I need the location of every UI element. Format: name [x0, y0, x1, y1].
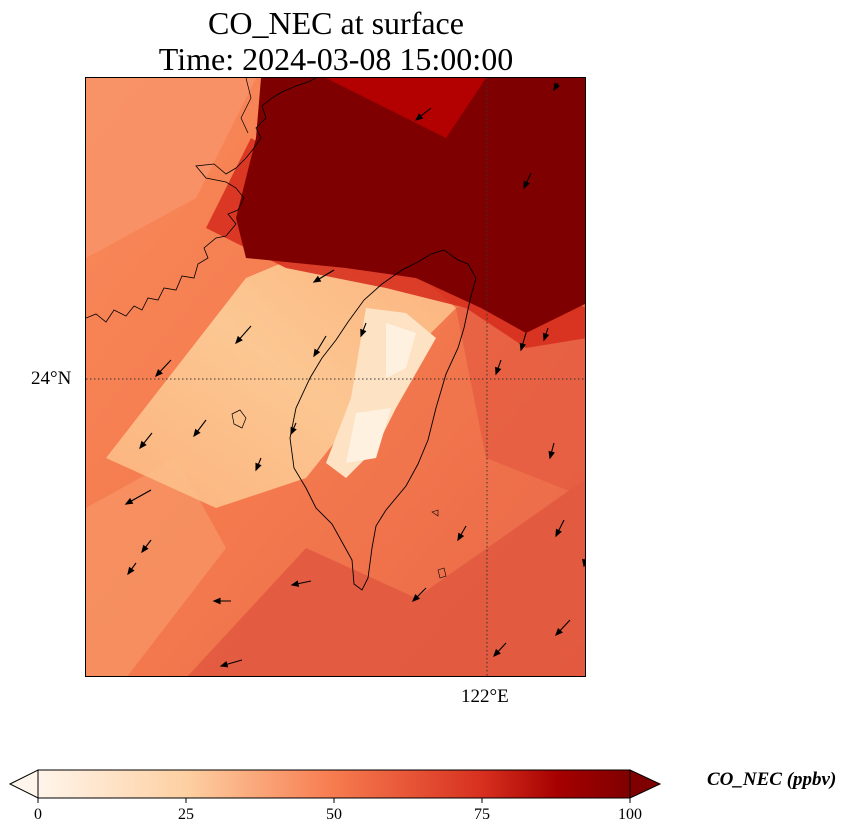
concentration-band-sw — [86, 458, 226, 676]
wind-vector-head — [290, 580, 300, 587]
wind-vector-head — [219, 661, 229, 668]
colorbar-tick-label-0: 0 — [34, 806, 42, 823]
mainland-coastline — [86, 78, 317, 323]
wind-vector-head — [141, 544, 149, 554]
wind-vector-head — [193, 428, 201, 438]
wind-vector-head — [414, 113, 424, 121]
colorbar-gradient — [37, 769, 631, 799]
plume-core-south — [346, 408, 391, 463]
colorbar-tick-label-75: 75 — [474, 806, 490, 823]
colorbar-tick-label-25: 25 — [178, 806, 194, 823]
mainland-coastline-north — [240, 78, 252, 134]
map-plot-area — [85, 77, 586, 677]
wind-vector-head — [124, 497, 134, 505]
wind-vector-head — [542, 332, 550, 342]
wind-vector-head — [312, 275, 322, 283]
wind-vector-head — [553, 82, 561, 92]
colorbar — [8, 769, 662, 803]
wind-vector-head — [360, 328, 367, 338]
wind-vector-head — [155, 368, 163, 378]
colorbar-min-extend-arrow — [8, 769, 39, 799]
orchid-island — [437, 567, 447, 579]
high-concentration-top — [326, 78, 486, 138]
map-subtitle-time: Time: 2024-03-08 15:00:00 — [158, 41, 514, 77]
colorbar-tick-label-50: 50 — [326, 806, 342, 823]
wind-vector-head — [290, 426, 297, 436]
map-title: CO_NEC at surface — [208, 5, 464, 41]
high-concentration-block — [236, 78, 585, 333]
wind-vector-head — [495, 366, 502, 376]
taiwan-coastline — [289, 249, 477, 591]
wind-vector-head — [548, 450, 555, 460]
wind-vector-head — [313, 348, 321, 358]
wind-vector-head — [555, 528, 562, 538]
colorbar-title: CO_NEC (ppbv) — [707, 769, 837, 790]
wind-vector-field — [124, 82, 585, 668]
penghu-islands — [231, 409, 247, 429]
longitude-tick-label: 122°E — [461, 686, 509, 707]
wind-vector-head — [127, 566, 135, 576]
wind-vector-head — [519, 342, 527, 352]
green-island — [431, 509, 439, 517]
concentration-band-nw — [86, 78, 256, 258]
plume-core-north — [386, 323, 416, 378]
colorbar-tick-label-100: 100 — [618, 806, 642, 823]
wind-vector-head — [235, 335, 243, 345]
wind-vector-head — [139, 440, 147, 450]
wind-vector-head — [411, 594, 420, 603]
wind-vector-head — [457, 532, 465, 542]
wind-vector-head — [493, 648, 501, 658]
wind-vector-head — [212, 597, 221, 605]
wind-vector-head — [523, 180, 530, 190]
wind-vector-head — [555, 627, 563, 637]
wind-vector-head — [255, 462, 262, 472]
light-plume-band — [106, 228, 456, 508]
colorbar-max-extend-arrow — [629, 769, 662, 799]
map-canvas — [86, 78, 585, 676]
latitude-tick-label: 24°N — [31, 368, 72, 389]
concentration-band-south — [187, 479, 585, 676]
wind-vector-head — [582, 558, 585, 568]
